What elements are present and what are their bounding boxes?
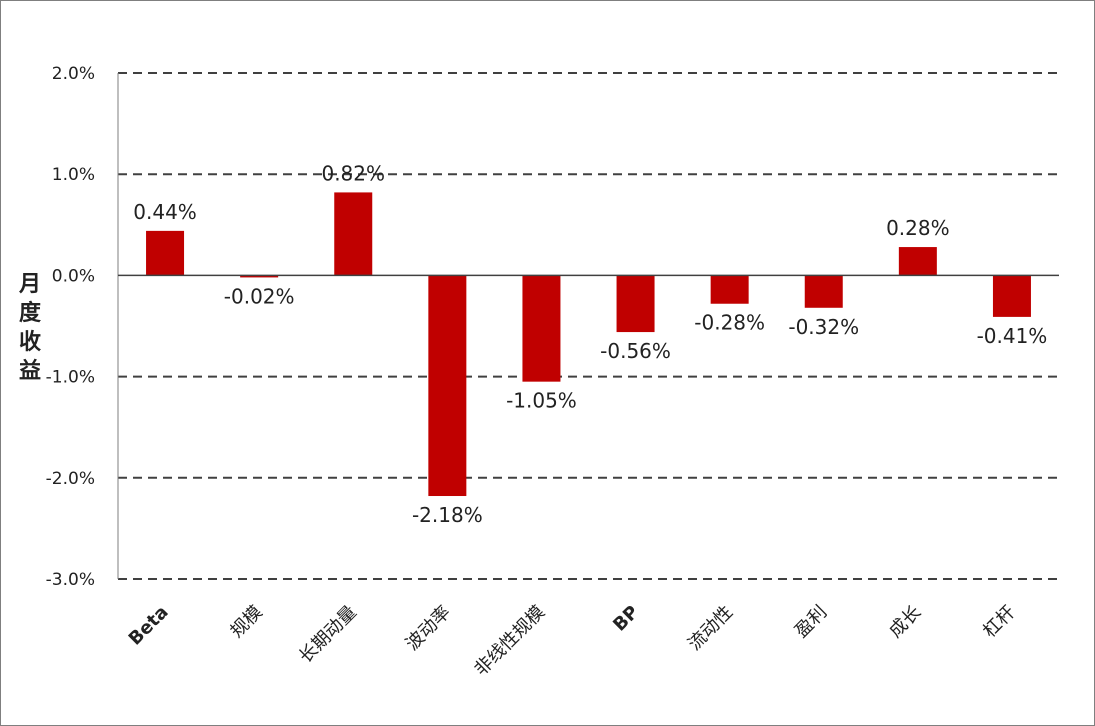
category-label: 成长 bbox=[885, 602, 925, 642]
grid-lines bbox=[118, 72, 1059, 580]
data-label: 0.82% bbox=[321, 161, 385, 185]
data-label: -0.02% bbox=[224, 284, 295, 308]
bar bbox=[240, 275, 279, 278]
category-label: Beta bbox=[125, 602, 173, 650]
category-label: 规模 bbox=[226, 602, 266, 642]
category-label: 波动率 bbox=[402, 602, 455, 655]
category-label: 流动性 bbox=[684, 602, 737, 655]
y-axis-title-char: 益 bbox=[19, 358, 41, 384]
bar bbox=[334, 192, 373, 276]
bar bbox=[898, 247, 937, 276]
y-tick-label: 2.0% bbox=[52, 64, 95, 84]
bars bbox=[146, 192, 1031, 497]
category-label: 盈利 bbox=[791, 602, 831, 642]
y-tick-labels: 2.0% 1.0% 0.0% -1.0% -2.0% -3.0% bbox=[46, 64, 95, 590]
data-label: 0.28% bbox=[886, 216, 950, 240]
bar bbox=[804, 275, 843, 308]
y-axis-title-char: 月 bbox=[18, 272, 41, 297]
bar bbox=[992, 275, 1031, 317]
bar bbox=[710, 275, 749, 304]
category-label: 长期动量 bbox=[295, 602, 361, 668]
data-label: -0.32% bbox=[788, 315, 859, 339]
category-label: 非线性规模 bbox=[470, 602, 548, 680]
y-tick-label: 0.0% bbox=[52, 266, 95, 286]
category-labels: Beta 规模 长期动量 波动率 非线性规模 BP 流动性 盈利 成长 杠杆 bbox=[125, 602, 1020, 680]
bar bbox=[522, 275, 561, 382]
category-label: BP bbox=[609, 602, 643, 636]
data-label: -0.28% bbox=[694, 311, 765, 335]
data-label: -1.05% bbox=[506, 389, 577, 413]
y-tick-label: -2.0% bbox=[46, 469, 95, 489]
y-tick-label: -1.0% bbox=[46, 368, 95, 388]
category-label: 杠杆 bbox=[979, 602, 1019, 642]
bar bbox=[428, 275, 467, 497]
y-axis-title-char: 收 bbox=[19, 329, 41, 355]
data-label: -0.56% bbox=[600, 339, 671, 363]
data-label: -0.41% bbox=[977, 324, 1048, 348]
data-label: 0.44% bbox=[133, 200, 197, 224]
axes bbox=[117, 73, 1059, 579]
y-tick-label: 1.0% bbox=[52, 165, 95, 185]
bar bbox=[616, 275, 655, 333]
y-tick-label: -3.0% bbox=[46, 570, 95, 590]
data-labels: 0.44% -0.02% 0.82% -2.18% -1.05% -0.56% -0.28%… bbox=[133, 161, 1047, 527]
data-label: -2.18% bbox=[412, 503, 483, 527]
bar bbox=[146, 230, 185, 276]
y-axis-title-char: 度 bbox=[19, 300, 42, 326]
